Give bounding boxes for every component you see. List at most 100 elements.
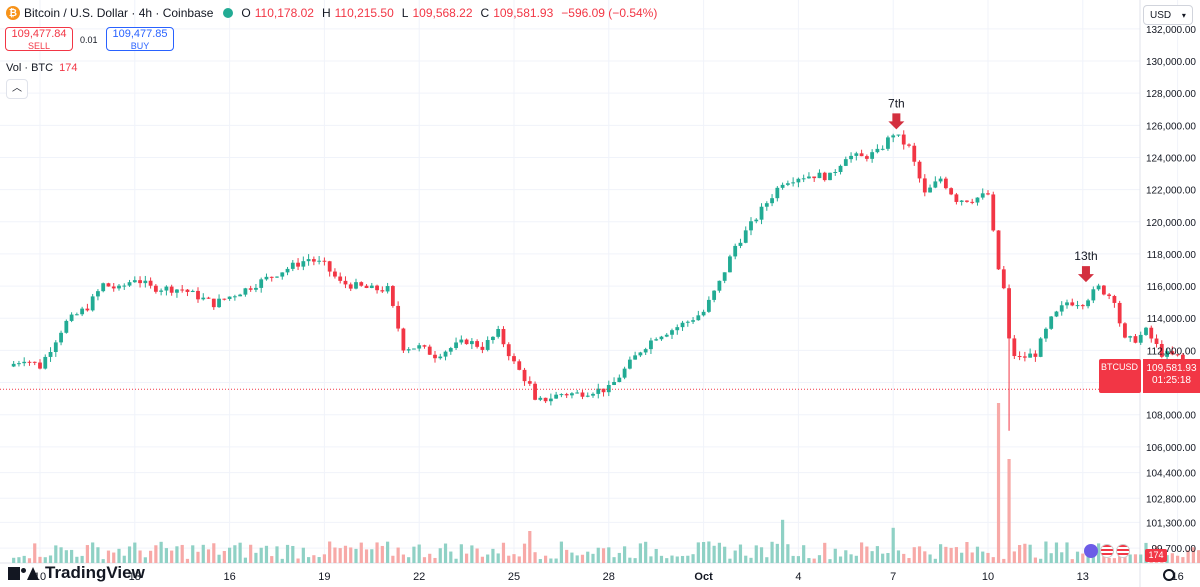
- high-key: H: [321, 6, 331, 20]
- candle-body: [975, 197, 980, 203]
- lightning-icon[interactable]: [1084, 544, 1098, 558]
- candle-body: [1017, 356, 1022, 358]
- candle-body: [986, 193, 990, 195]
- us-flag-icon[interactable]: [1116, 544, 1130, 558]
- volume-bar: [960, 552, 964, 563]
- us-flag-icon[interactable]: [1100, 544, 1114, 558]
- volume-bar: [886, 552, 890, 563]
- candle-body: [864, 156, 869, 159]
- volume-bar: [33, 543, 37, 563]
- candle-body: [1028, 353, 1033, 358]
- arrow-down-icon: [888, 113, 905, 130]
- volume-bar: [322, 554, 326, 563]
- volume-bar: [185, 558, 190, 563]
- volume-legend[interactable]: Vol · BTC 174: [6, 62, 77, 74]
- candle-body: [1112, 296, 1117, 303]
- volume-bar: [96, 547, 100, 563]
- candle-body: [180, 289, 185, 291]
- volume-bar: [912, 547, 916, 563]
- candle-body: [491, 336, 495, 341]
- low-key: L: [401, 6, 409, 20]
- volume-bar: [343, 545, 348, 563]
- volume-bar: [1070, 559, 1074, 563]
- candle-body: [27, 361, 32, 363]
- close-key: C: [480, 6, 490, 20]
- candle-body: [454, 342, 458, 349]
- volume-bar: [59, 547, 63, 563]
- candle-body: [606, 385, 611, 393]
- y-tick-label: 126,000.00: [1146, 121, 1196, 132]
- volume-bar: [917, 546, 922, 563]
- price-tag-symbol: BTCUSD: [1101, 362, 1139, 372]
- candle-body: [90, 296, 95, 311]
- volume-bar: [817, 555, 822, 563]
- buy-button[interactable]: 109,477.85 BUY: [106, 27, 174, 51]
- volume-bar: [75, 556, 79, 563]
- volume-price-tag: 174: [1145, 549, 1167, 562]
- volume-bar: [48, 555, 53, 563]
- volume-bar: [1028, 544, 1032, 563]
- candle-body: [259, 279, 264, 288]
- candle-body: [728, 256, 732, 273]
- market-status-icon[interactable]: [223, 8, 234, 18]
- volume-bar: [1081, 553, 1085, 563]
- volume-bar: [723, 546, 727, 563]
- volume-bar: [254, 552, 258, 563]
- volume-bar: [712, 545, 716, 563]
- volume-bar: [596, 547, 600, 563]
- candle-body: [375, 285, 379, 291]
- volume-bar: [22, 555, 26, 563]
- volume-bar: [301, 547, 305, 563]
- volume-bar: [117, 548, 121, 563]
- candle-body: [1117, 302, 1122, 324]
- candle-body: [627, 359, 632, 369]
- symbol-title: Bitcoin / U.S. Dollar · 4h · Coinbase: [24, 6, 214, 20]
- volume-bar: [228, 547, 232, 563]
- candle-body: [907, 144, 911, 146]
- candle-body: [1038, 338, 1043, 357]
- volume-bar: [507, 555, 511, 563]
- candle-body: [132, 280, 137, 283]
- candle-body: [85, 308, 90, 311]
- candle-body: [311, 259, 316, 262]
- candle-body: [433, 354, 437, 359]
- candle-body: [175, 289, 179, 293]
- candle-body: [1001, 269, 1006, 289]
- volume-bar: [1186, 550, 1190, 563]
- candle-body: [406, 349, 411, 351]
- candle-body: [385, 286, 390, 292]
- volume-bar: [401, 554, 405, 563]
- candle-body: [327, 261, 332, 272]
- candle-body: [1070, 302, 1075, 306]
- volume-bar: [275, 546, 279, 563]
- volume-bar: [517, 556, 521, 563]
- sell-button[interactable]: 109,477.84 SELL: [5, 27, 73, 51]
- candle-body: [338, 276, 343, 281]
- currency-selector[interactable]: USD ▾: [1143, 5, 1193, 25]
- volume-bar: [175, 546, 179, 563]
- volume-bar: [64, 550, 68, 563]
- candle-body: [111, 286, 116, 289]
- symbol-header[interactable]: ₿ Bitcoin / U.S. Dollar · 4h · Coinbase …: [6, 6, 661, 20]
- volume-bar: [838, 556, 843, 563]
- candle-body: [38, 362, 42, 369]
- volume-bar: [549, 558, 553, 563]
- volume-bar: [1097, 543, 1101, 563]
- candle-body: [238, 294, 243, 297]
- volume-bar: [749, 557, 753, 563]
- candle-body: [533, 383, 537, 400]
- buy-price: 109,477.85: [112, 28, 168, 40]
- candle-body: [548, 398, 553, 402]
- candle-body: [1144, 327, 1148, 335]
- event-icons[interactable]: [1084, 544, 1130, 558]
- settings-icon[interactable]: [1163, 569, 1175, 581]
- volume-bar: [412, 546, 416, 563]
- y-tick-label: 116,000.00: [1147, 282, 1197, 293]
- candle-body: [970, 201, 975, 203]
- collapse-chevron-icon[interactable]: ︿: [6, 79, 28, 99]
- candle-body: [48, 352, 53, 357]
- candle-body: [1159, 343, 1164, 357]
- volume-bar: [1191, 547, 1195, 563]
- last-price-value: 109,581.93: [1146, 363, 1197, 374]
